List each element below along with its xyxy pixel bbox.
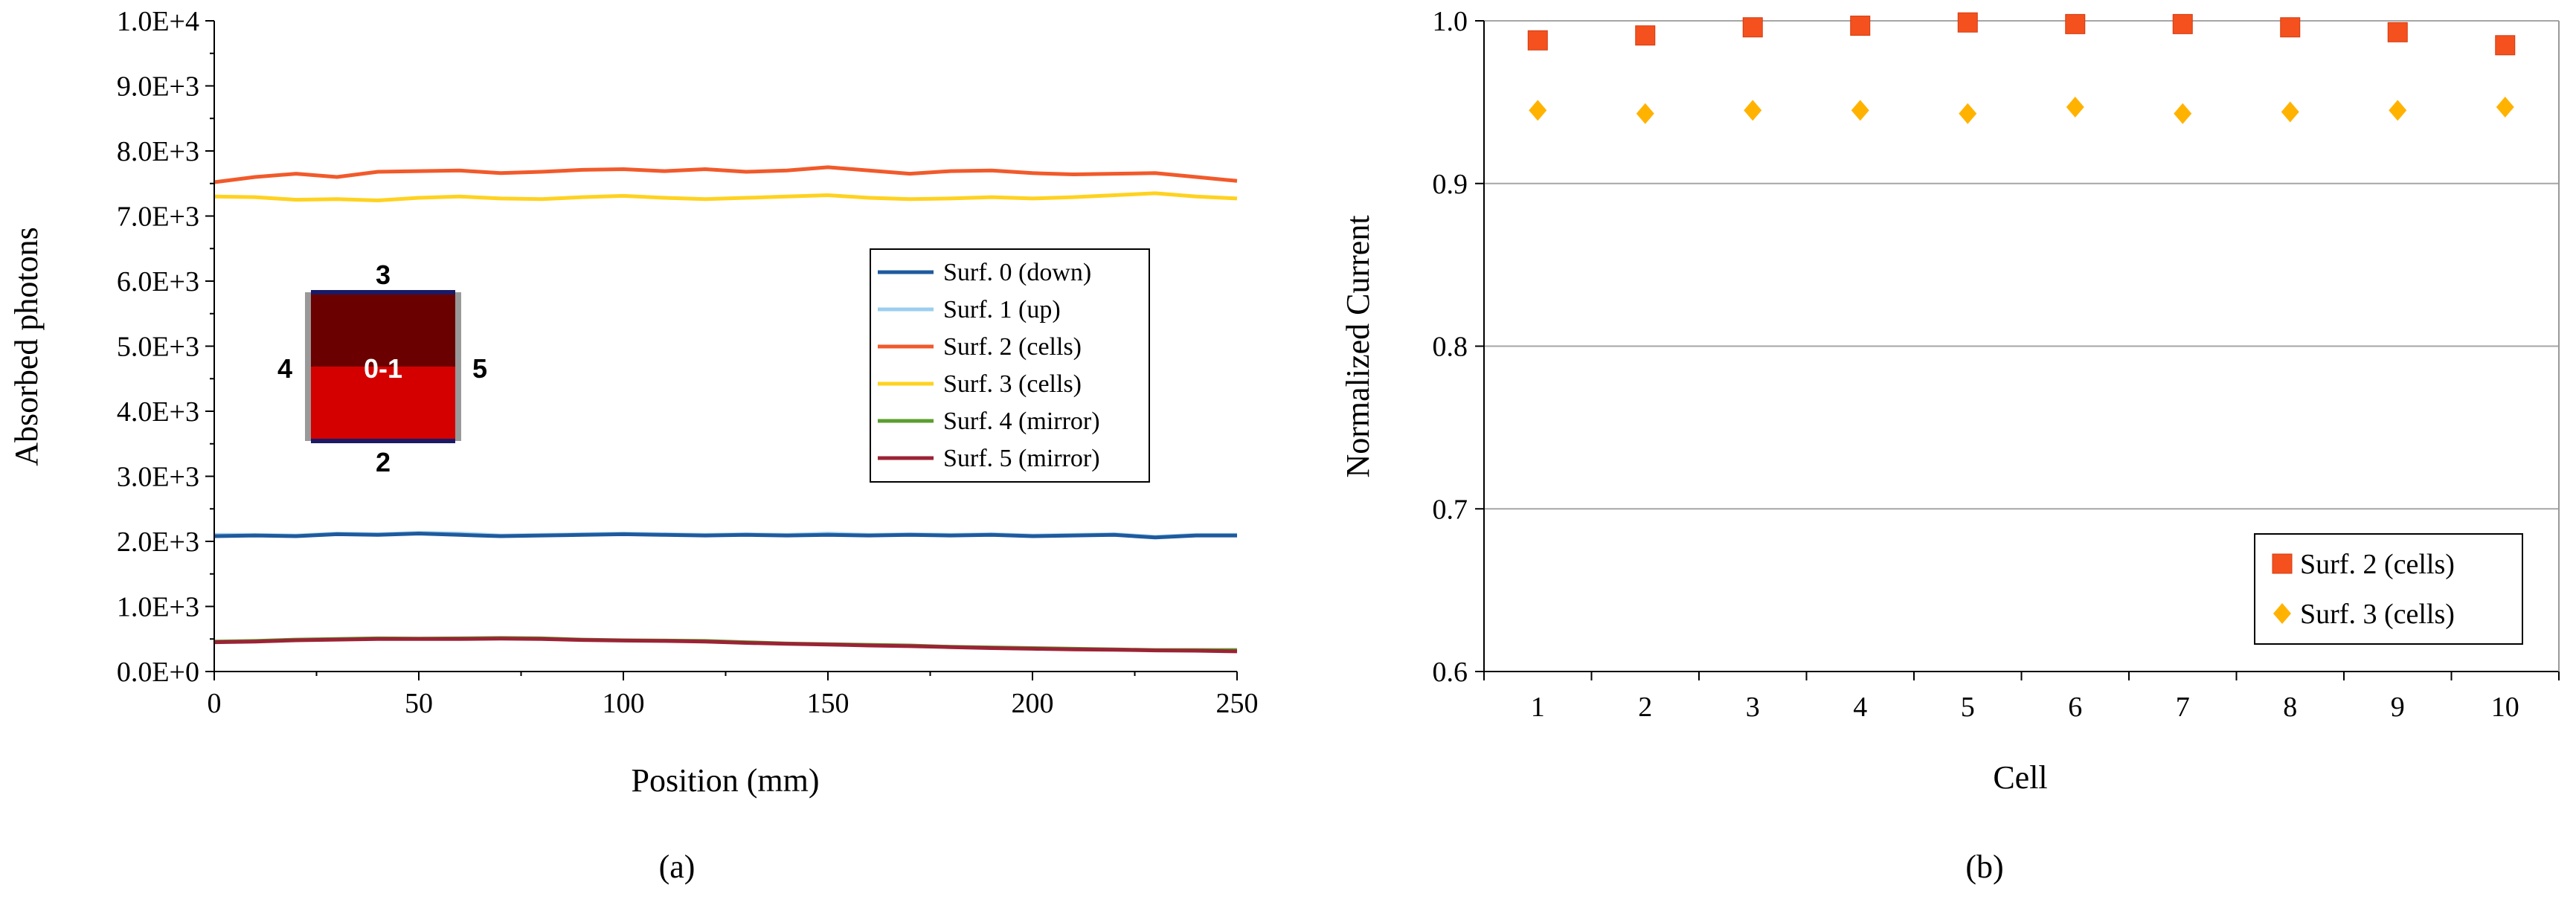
b-x-tick-label: 5 — [1961, 692, 1975, 723]
a-x-axis-label: Position (mm) — [631, 762, 819, 799]
b-x-tick-label: 7 — [2176, 692, 2190, 723]
a-x-tick-label: 250 — [1216, 688, 1259, 719]
b-point-series-1 — [2174, 103, 2192, 124]
b-point-series-1 — [1959, 103, 1977, 124]
a-legend-label: Surf. 4 (mirror) — [943, 408, 1100, 435]
a-legend-label: Surf. 0 (down) — [943, 259, 1091, 286]
b-legend-label: Surf. 3 (cells) — [2300, 599, 2455, 630]
a-y-tick-label: 1.0E+4 — [117, 6, 199, 37]
b-point-series-1 — [1529, 100, 1547, 121]
b-point-series-0 — [2065, 13, 2086, 34]
b-point-series-1 — [2389, 100, 2407, 121]
b-y-axis-label: Normalized Current — [1340, 215, 1376, 477]
a-y-tick-label: 6.0E+3 — [117, 266, 199, 297]
a-x-tick-label: 50 — [405, 688, 433, 719]
inset-label-right: 5 — [472, 353, 487, 384]
b-y-tick-label: 0.7 — [1433, 494, 1468, 525]
b-point-series-0 — [2280, 17, 2301, 38]
a-legend-label: Surf. 2 (cells) — [943, 333, 1082, 361]
b-point-series-0 — [2172, 13, 2193, 34]
a-y-axis-label: Absorbed photons — [8, 227, 45, 466]
b-point-series-0 — [1527, 30, 1548, 51]
b-legend-marker — [2272, 553, 2293, 574]
a-series-line-2 — [213, 165, 1238, 184]
b-x-tick-label: 6 — [2068, 692, 2082, 723]
b-point-series-1 — [2496, 96, 2514, 117]
inset-label-center: 0-1 — [364, 353, 402, 384]
b-y-tick-label: 0.8 — [1433, 332, 1468, 363]
a-x-tick-label: 100 — [603, 688, 645, 719]
figure-label-b: (b) — [1965, 849, 2003, 885]
chart-absorbed-photons: 0.0E+0 1.0E+3 2.0E+3 3.0E+3 4.0E+3 5.0E+3 6.0E… — [8, 6, 1259, 799]
b-x-tick-label: 10 — [2491, 692, 2519, 723]
b-legend: Surf. 2 (cells) Surf. 3 (cells) — [2254, 533, 2523, 645]
b-x-tick-label: 2 — [1638, 692, 1652, 723]
b-y-tick-label: 0.9 — [1433, 169, 1468, 200]
b-legend-box — [2254, 533, 2523, 645]
b-point-series-1 — [2066, 96, 2084, 117]
a-legend-label: Surf. 5 (mirror) — [943, 445, 1100, 472]
b-point-series-0 — [2387, 22, 2408, 42]
b-x-tick-label: 1 — [1531, 692, 1545, 723]
b-point-series-1 — [1851, 100, 1869, 121]
surface-inset-diagram: 3 2 4 5 0-1 — [277, 260, 487, 477]
b-point-series-1 — [2281, 101, 2299, 123]
b-x-tick-label: 9 — [2391, 692, 2405, 723]
inset-label-top: 3 — [376, 260, 391, 290]
a-legend-box — [870, 248, 1150, 483]
a-legend-label: Surf. 1 (up) — [943, 296, 1061, 323]
b-y-tick-label: 0.6 — [1433, 657, 1468, 688]
b-point-series-0 — [1850, 16, 1871, 36]
a-y-tick-label: 4.0E+3 — [117, 396, 199, 428]
a-x-tick-label: 0 — [208, 688, 222, 719]
a-series-line-3 — [213, 191, 1238, 202]
a-y-tick-label: 7.0E+3 — [117, 202, 199, 233]
a-y-tick-label: 1.0E+3 — [117, 592, 199, 623]
a-y-tick-label: 3.0E+3 — [117, 462, 199, 493]
a-y-tick-label: 5.0E+3 — [117, 332, 199, 363]
b-point-series-0 — [2495, 35, 2516, 56]
a-y-tick-label: 8.0E+3 — [117, 136, 199, 167]
inset-lower-region — [311, 367, 455, 441]
a-y-tick-label: 9.0E+3 — [117, 71, 199, 103]
a-y-tick-label: 2.0E+3 — [117, 527, 199, 558]
a-x-tick-label: 150 — [807, 688, 849, 719]
b-point-series-0 — [1742, 17, 1763, 38]
b-x-axis-label: Cell — [1993, 759, 2047, 796]
a-legend-label: Surf. 3 (cells) — [943, 370, 1082, 398]
b-legend-label: Surf. 2 (cells) — [2300, 549, 2455, 580]
inset-side-right — [455, 292, 461, 441]
b-x-tick-label: 8 — [2283, 692, 2297, 723]
inset-label-bottom: 2 — [376, 447, 391, 477]
chart-normalized-current: 0.6 0.7 0.8 0.9 1.0 1 2 3 4 5 6 7 8 9 10 Cell Normaliz… — [1340, 6, 2560, 796]
b-point-series-1 — [1636, 103, 1654, 124]
figure-label-a: (a) — [659, 849, 696, 885]
inset-upper-region — [311, 292, 455, 367]
b-legend-marker — [2273, 603, 2291, 624]
inset-label-left: 4 — [277, 353, 292, 384]
b-point-series-0 — [1635, 25, 1656, 46]
a-series-line-5 — [213, 637, 1238, 654]
inset-side-left — [305, 292, 311, 441]
b-y-tick-label: 1.0 — [1433, 6, 1468, 37]
a-legend: Surf. 0 (down) Surf. 1 (up) Surf. 2 (cells… — [870, 248, 1150, 483]
a-x-tick-label: 200 — [1012, 688, 1054, 719]
a-series-line-0 — [213, 532, 1237, 540]
b-point-series-0 — [1957, 12, 1978, 33]
a-y-tick-label: 0.0E+0 — [117, 657, 199, 688]
b-x-tick-label: 4 — [1853, 692, 1867, 723]
b-x-tick-label: 3 — [1746, 692, 1760, 723]
b-point-series-1 — [1744, 100, 1762, 121]
